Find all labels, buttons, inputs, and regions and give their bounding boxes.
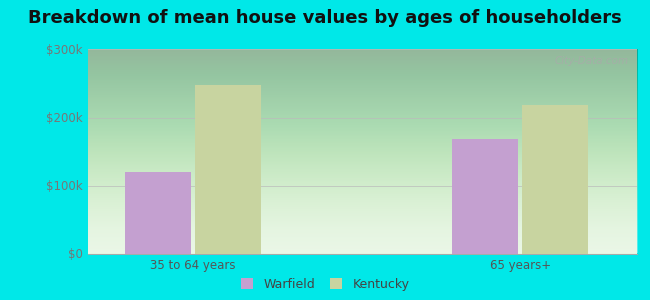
Bar — [523, 105, 588, 254]
Bar — [452, 139, 518, 254]
Bar — [195, 85, 261, 254]
Bar — [125, 172, 190, 254]
Text: Breakdown of mean house values by ages of householders: Breakdown of mean house values by ages o… — [28, 9, 622, 27]
Legend: Warfield, Kentucky: Warfield, Kentucky — [240, 278, 410, 291]
Text: City-Data.com: City-Data.com — [554, 56, 629, 66]
